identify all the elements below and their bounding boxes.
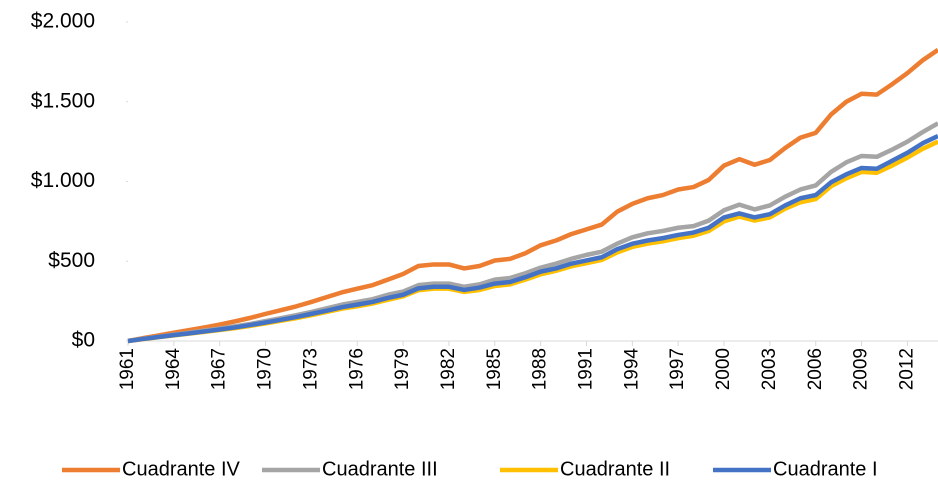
x-tick-label: 1970 bbox=[255, 348, 276, 390]
x-tick-label: 2000 bbox=[713, 348, 734, 390]
y-tick-label: $500 bbox=[48, 249, 95, 272]
x-tick-label: 1997 bbox=[667, 348, 688, 390]
x-tick-label: 1961 bbox=[117, 348, 138, 390]
x-tick-label: 2003 bbox=[759, 348, 780, 390]
x-tick-label: 1982 bbox=[438, 348, 459, 390]
legend-label: Cuadrante I bbox=[773, 458, 878, 480]
x-tick-label: 1976 bbox=[346, 348, 367, 390]
x-tick-label: 1973 bbox=[300, 348, 321, 390]
x-tick-label: 2006 bbox=[805, 348, 826, 390]
y-tick-label: $1.500 bbox=[31, 89, 95, 112]
x-tick-label: 2012 bbox=[896, 348, 917, 390]
x-tick-label: 1979 bbox=[392, 348, 413, 390]
y-tick-label: $1.000 bbox=[31, 169, 95, 192]
series-line bbox=[127, 121, 938, 344]
x-tick-label: 1967 bbox=[209, 348, 230, 390]
x-tick-label: 1994 bbox=[621, 348, 642, 391]
series-line bbox=[127, 48, 938, 344]
series-line bbox=[127, 139, 938, 344]
y-tick-label: $0 bbox=[72, 329, 95, 352]
x-tick-label: 1964 bbox=[163, 348, 184, 391]
legend-label: Cuadrante IV bbox=[122, 458, 241, 480]
x-tick-label: 1985 bbox=[484, 348, 505, 390]
y-tick-label: $2.000 bbox=[31, 10, 95, 33]
legend-label: Cuadrante II bbox=[560, 458, 670, 480]
x-tick-label: 1988 bbox=[530, 348, 551, 390]
x-tick-label: 1991 bbox=[576, 348, 597, 390]
series-line bbox=[127, 134, 938, 344]
legend-label: Cuadrante III bbox=[322, 458, 438, 480]
x-tick-label: 2009 bbox=[851, 348, 872, 390]
